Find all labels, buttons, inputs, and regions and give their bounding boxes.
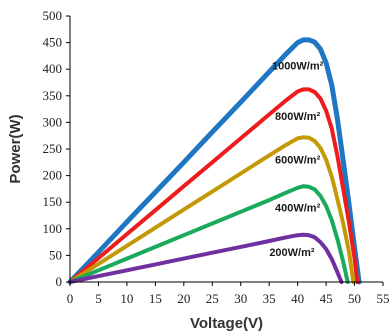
- y-tick-label: 450: [43, 35, 63, 50]
- x-axis-title: Voltage(V): [190, 315, 263, 332]
- y-tick-label: 100: [43, 221, 63, 236]
- x-tick-label: 0: [67, 291, 74, 306]
- series-line-800w: [68, 87, 360, 284]
- series-line-600w: [68, 135, 356, 284]
- x-tick-label: 10: [120, 291, 133, 306]
- y-tick-label: 350: [43, 88, 63, 103]
- y-tick-label: 300: [43, 114, 63, 129]
- y-tick-label: 250: [43, 141, 63, 156]
- y-tick-layer: 0 50 100 150 200 250 300 350 400 450 500: [43, 8, 70, 289]
- x-tick-label: 15: [149, 291, 162, 306]
- curve-label: 1000W/m²: [272, 60, 324, 72]
- x-tick-label: 55: [377, 291, 390, 306]
- series-line-400w: [68, 184, 350, 284]
- y-axis-title: Power(W): [7, 114, 24, 183]
- x-tick-label: 40: [291, 291, 304, 306]
- x-tick-label: 50: [348, 291, 361, 306]
- series-line-1000w: [67, 37, 362, 285]
- x-tick-label: 30: [234, 291, 247, 306]
- x-tick-label: 5: [95, 291, 102, 306]
- curve-label: 400W/m²: [275, 203, 321, 215]
- x-tick-label: 45: [320, 291, 333, 306]
- y-tick-label: 200: [43, 168, 63, 183]
- x-tick-label: 35: [263, 291, 276, 306]
- curve-label: 200W/m²: [269, 247, 315, 259]
- series-line-200w: [68, 232, 344, 284]
- x-tick-label: 25: [206, 291, 219, 306]
- x-tick-layer: 0 5 10 15 20 25 30 35 40 45 50 55: [67, 282, 390, 306]
- x-tick-label: 20: [177, 291, 190, 306]
- y-tick-label: 150: [43, 194, 63, 209]
- y-tick-label: 50: [49, 247, 62, 262]
- curve-label: 600W/m²: [275, 155, 321, 167]
- curve-label: 800W/m²: [275, 111, 321, 123]
- series-layer: [67, 37, 362, 285]
- y-tick-label: 500: [43, 8, 63, 23]
- curve-label-layer: 1000W/m² 800W/m² 600W/m² 400W/m² 200W/m²: [269, 60, 323, 259]
- y-tick-label: 400: [43, 61, 63, 76]
- y-tick-label: 0: [56, 274, 63, 289]
